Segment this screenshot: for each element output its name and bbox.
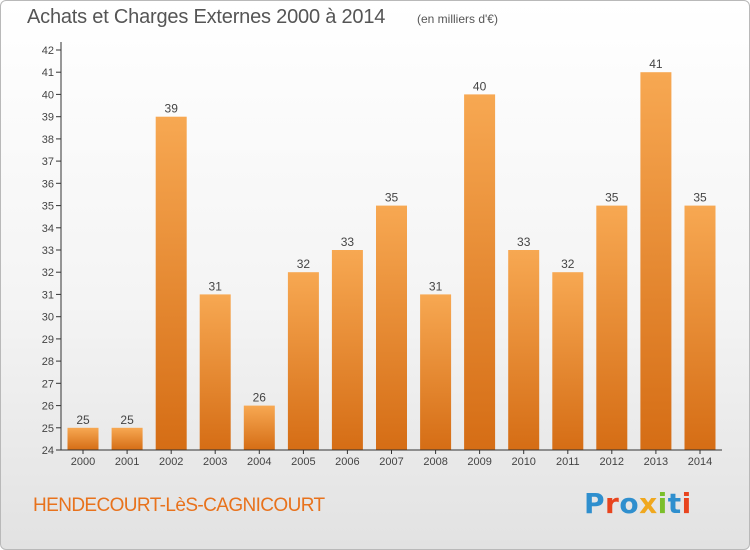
- bar-2003: [199, 294, 231, 450]
- value-label-2003: 31: [209, 279, 223, 293]
- x-tick-label-2005: 2005: [291, 456, 315, 468]
- bar-2007: [376, 205, 407, 450]
- bar-2008: [420, 294, 452, 450]
- chart-unit: (en milliers d'€): [417, 12, 498, 26]
- value-label-2007: 35: [385, 191, 399, 205]
- y-tick-label-29: 29: [42, 334, 54, 346]
- logo-letter: i: [657, 487, 668, 520]
- x-tick-label-2011: 2011: [556, 456, 580, 468]
- x-tick-label-2003: 2003: [203, 456, 227, 468]
- bar-2012: [596, 205, 628, 450]
- y-tick-label-40: 40: [42, 89, 54, 101]
- x-tick-label-2001: 2001: [115, 456, 139, 468]
- bar-2006: [331, 250, 363, 450]
- value-label-2000: 25: [76, 413, 90, 427]
- bar-2011: [552, 272, 584, 450]
- y-tick-label-36: 36: [42, 178, 54, 190]
- y-tick-label-25: 25: [42, 423, 54, 435]
- value-label-2009: 40: [473, 79, 487, 93]
- bar-2001: [111, 427, 143, 450]
- value-label-2010: 33: [517, 235, 531, 249]
- bar-2004: [243, 405, 275, 450]
- logo-letter: r: [605, 487, 620, 520]
- y-tick-label-41: 41: [42, 67, 54, 79]
- value-label-2001: 25: [120, 413, 134, 427]
- y-tick-label-35: 35: [42, 201, 54, 213]
- y-tick-label-27: 27: [42, 378, 54, 390]
- logo-letter: t: [667, 487, 682, 520]
- bar-2010: [508, 250, 540, 450]
- value-label-2014: 35: [693, 191, 707, 205]
- y-tick-label-34: 34: [42, 223, 54, 235]
- value-label-2005: 32: [297, 257, 311, 271]
- value-label-2013: 41: [649, 57, 663, 71]
- logo-letter: P: [584, 487, 606, 520]
- x-tick-label-2004: 2004: [247, 456, 271, 468]
- x-tick-label-2006: 2006: [335, 456, 359, 468]
- value-label-2011: 32: [561, 257, 575, 271]
- y-tick-label-32: 32: [42, 267, 54, 279]
- value-label-2002: 39: [165, 102, 179, 116]
- x-tick-label-2010: 2010: [511, 456, 535, 468]
- x-tick-label-2000: 2000: [71, 456, 95, 468]
- y-tick-label-24: 24: [42, 445, 54, 457]
- bar-2013: [640, 72, 672, 450]
- bar-2014: [684, 205, 716, 450]
- logo-letter: o: [619, 487, 640, 520]
- x-tick-label-2012: 2012: [600, 456, 624, 468]
- y-tick-label-30: 30: [42, 312, 54, 324]
- bar-2009: [464, 94, 496, 451]
- bar-2002: [155, 116, 187, 450]
- x-tick-label-2002: 2002: [159, 456, 183, 468]
- y-tick-label-31: 31: [42, 289, 54, 301]
- logo-letter: x: [639, 487, 658, 520]
- y-tick-label-33: 33: [42, 245, 54, 257]
- y-tick-label-39: 39: [42, 112, 54, 124]
- x-tick-label-2007: 2007: [379, 456, 403, 468]
- commune-name: HENDECOURT-LèS-CAGNICOURT: [33, 495, 325, 516]
- x-tick-label-2014: 2014: [688, 456, 712, 468]
- y-tick-label-37: 37: [42, 156, 54, 168]
- chart-title: Achats et Charges Externes 2000 à 2014: [27, 6, 386, 28]
- value-label-2012: 35: [605, 191, 619, 205]
- bar-2005: [287, 272, 319, 450]
- x-tick-label-2008: 2008: [423, 456, 447, 468]
- value-label-2004: 26: [253, 391, 267, 405]
- proxiti-logo: Proxiti: [584, 487, 692, 520]
- y-tick-label-42: 42: [42, 45, 54, 57]
- bar-2000: [67, 427, 99, 450]
- value-label-2006: 33: [341, 235, 355, 249]
- y-tick-label-38: 38: [42, 134, 54, 146]
- value-label-2008: 31: [429, 279, 443, 293]
- y-tick-label-28: 28: [42, 356, 54, 368]
- x-tick-label-2009: 2009: [467, 456, 491, 468]
- x-tick-label-2013: 2013: [644, 456, 668, 468]
- y-tick-label-26: 26: [42, 401, 54, 413]
- logo-letter: i: [681, 487, 692, 520]
